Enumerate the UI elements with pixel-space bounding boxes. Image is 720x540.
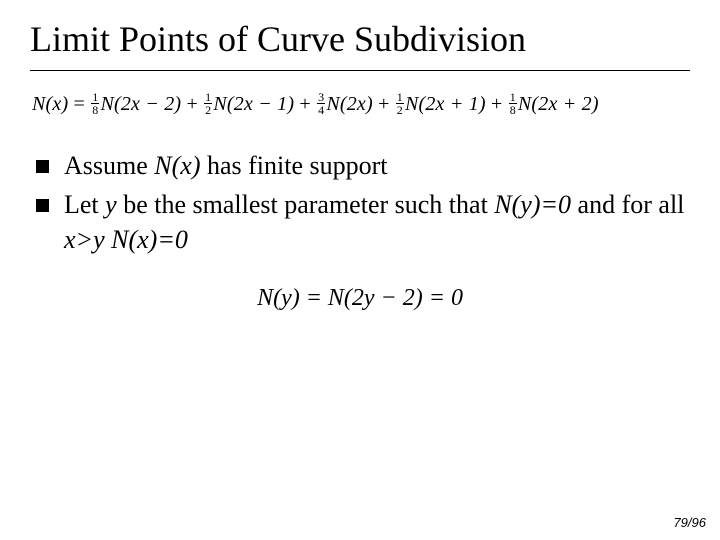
eq-term-0: N(2x − 2) xyxy=(100,93,181,115)
b2-em1: y xyxy=(105,190,117,219)
eq-equals: = xyxy=(74,93,85,115)
b2-pre: Let xyxy=(64,190,105,219)
b2-mid: be the smallest parameter such that xyxy=(117,190,495,219)
main-equation: N(x) = 18N(2x − 2) + 12N(2x − 1) + 34N(2… xyxy=(32,93,690,118)
eq-term-2: N(2x) xyxy=(326,93,373,115)
eq-plus-3: + xyxy=(491,93,502,115)
eq-frac-4: 18 xyxy=(509,91,517,116)
eq-frac-0: 18 xyxy=(91,91,99,116)
eq-term-3: N(2x + 1) xyxy=(405,93,486,115)
eq-frac-2: 34 xyxy=(317,91,325,116)
title-underline xyxy=(30,70,690,71)
sub-equation: N(y) = N(2y − 2) = 0 xyxy=(30,285,690,312)
eq-lhs: N(x) xyxy=(32,93,68,115)
bullet-1: Assume N(x) has finite support xyxy=(30,148,690,183)
eq-plus-0: + xyxy=(186,93,197,115)
b1-post: has finite support xyxy=(200,151,387,180)
eq-term-1: N(2x − 1) xyxy=(213,93,294,115)
page-number: 79/96 xyxy=(673,515,706,530)
eq-term-4: N(2x + 2) xyxy=(518,93,599,115)
b2-em2: N(y)=0 xyxy=(494,190,571,219)
b2-mid2: and for all xyxy=(571,190,684,219)
b1-pre: Assume xyxy=(64,151,154,180)
eq-frac-1: 12 xyxy=(204,91,212,116)
b1-em: N(x) xyxy=(154,151,200,180)
slide-title: Limit Points of Curve Subdivision xyxy=(30,18,690,60)
eq-plus-2: + xyxy=(378,93,389,115)
bullet-2: Let y be the smallest parameter such tha… xyxy=(30,187,690,257)
eq-plus-1: + xyxy=(299,93,310,115)
b2-em3: x>y N(x)=0 xyxy=(64,225,188,254)
eq-frac-3: 12 xyxy=(396,91,404,116)
bullet-list: Assume N(x) has finite support Let y be … xyxy=(30,148,690,257)
